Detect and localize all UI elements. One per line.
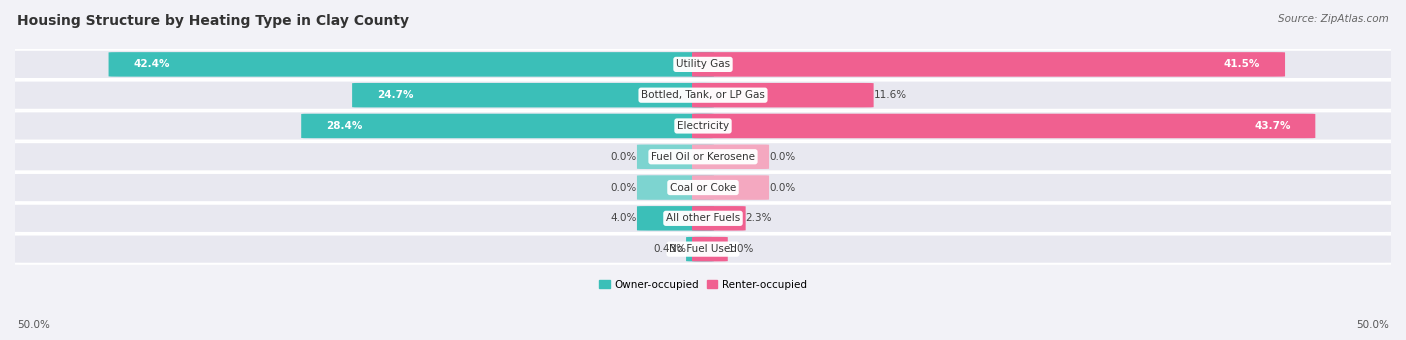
FancyBboxPatch shape [637, 175, 714, 200]
FancyBboxPatch shape [1, 111, 1405, 141]
Text: 28.4%: 28.4% [326, 121, 363, 131]
FancyBboxPatch shape [692, 206, 745, 231]
Text: 0.0%: 0.0% [610, 183, 637, 192]
Text: 41.5%: 41.5% [1223, 59, 1260, 69]
Text: All other Fuels: All other Fuels [666, 213, 740, 223]
Text: 0.0%: 0.0% [769, 183, 796, 192]
FancyBboxPatch shape [686, 237, 714, 261]
Text: Source: ZipAtlas.com: Source: ZipAtlas.com [1278, 14, 1389, 23]
Text: 1.0%: 1.0% [728, 244, 754, 254]
Text: 43.7%: 43.7% [1254, 121, 1291, 131]
FancyBboxPatch shape [1, 235, 1405, 264]
FancyBboxPatch shape [1, 50, 1405, 79]
FancyBboxPatch shape [637, 206, 714, 231]
Text: Bottled, Tank, or LP Gas: Bottled, Tank, or LP Gas [641, 90, 765, 100]
FancyBboxPatch shape [1, 204, 1405, 233]
FancyBboxPatch shape [352, 83, 714, 107]
Text: 0.43%: 0.43% [652, 244, 686, 254]
Text: Housing Structure by Heating Type in Clay County: Housing Structure by Heating Type in Cla… [17, 14, 409, 28]
Legend: Owner-occupied, Renter-occupied: Owner-occupied, Renter-occupied [595, 275, 811, 294]
FancyBboxPatch shape [692, 52, 1285, 76]
Text: 24.7%: 24.7% [377, 90, 413, 100]
FancyBboxPatch shape [692, 83, 873, 107]
Text: Electricity: Electricity [676, 121, 730, 131]
Text: 0.0%: 0.0% [769, 152, 796, 162]
FancyBboxPatch shape [1, 173, 1405, 202]
Text: 11.6%: 11.6% [873, 90, 907, 100]
Text: Coal or Coke: Coal or Coke [669, 183, 737, 192]
Text: 50.0%: 50.0% [1357, 320, 1389, 330]
Text: 2.3%: 2.3% [745, 213, 772, 223]
Text: 42.4%: 42.4% [134, 59, 170, 69]
FancyBboxPatch shape [692, 175, 769, 200]
FancyBboxPatch shape [301, 114, 714, 138]
FancyBboxPatch shape [637, 144, 714, 169]
FancyBboxPatch shape [1, 81, 1405, 110]
FancyBboxPatch shape [1, 142, 1405, 171]
Text: 0.0%: 0.0% [610, 152, 637, 162]
FancyBboxPatch shape [692, 237, 728, 261]
FancyBboxPatch shape [108, 52, 714, 76]
FancyBboxPatch shape [692, 114, 1316, 138]
Text: Utility Gas: Utility Gas [676, 59, 730, 69]
Text: Fuel Oil or Kerosene: Fuel Oil or Kerosene [651, 152, 755, 162]
Text: 50.0%: 50.0% [17, 320, 49, 330]
Text: No Fuel Used: No Fuel Used [669, 244, 737, 254]
FancyBboxPatch shape [692, 144, 769, 169]
Text: 4.0%: 4.0% [610, 213, 637, 223]
